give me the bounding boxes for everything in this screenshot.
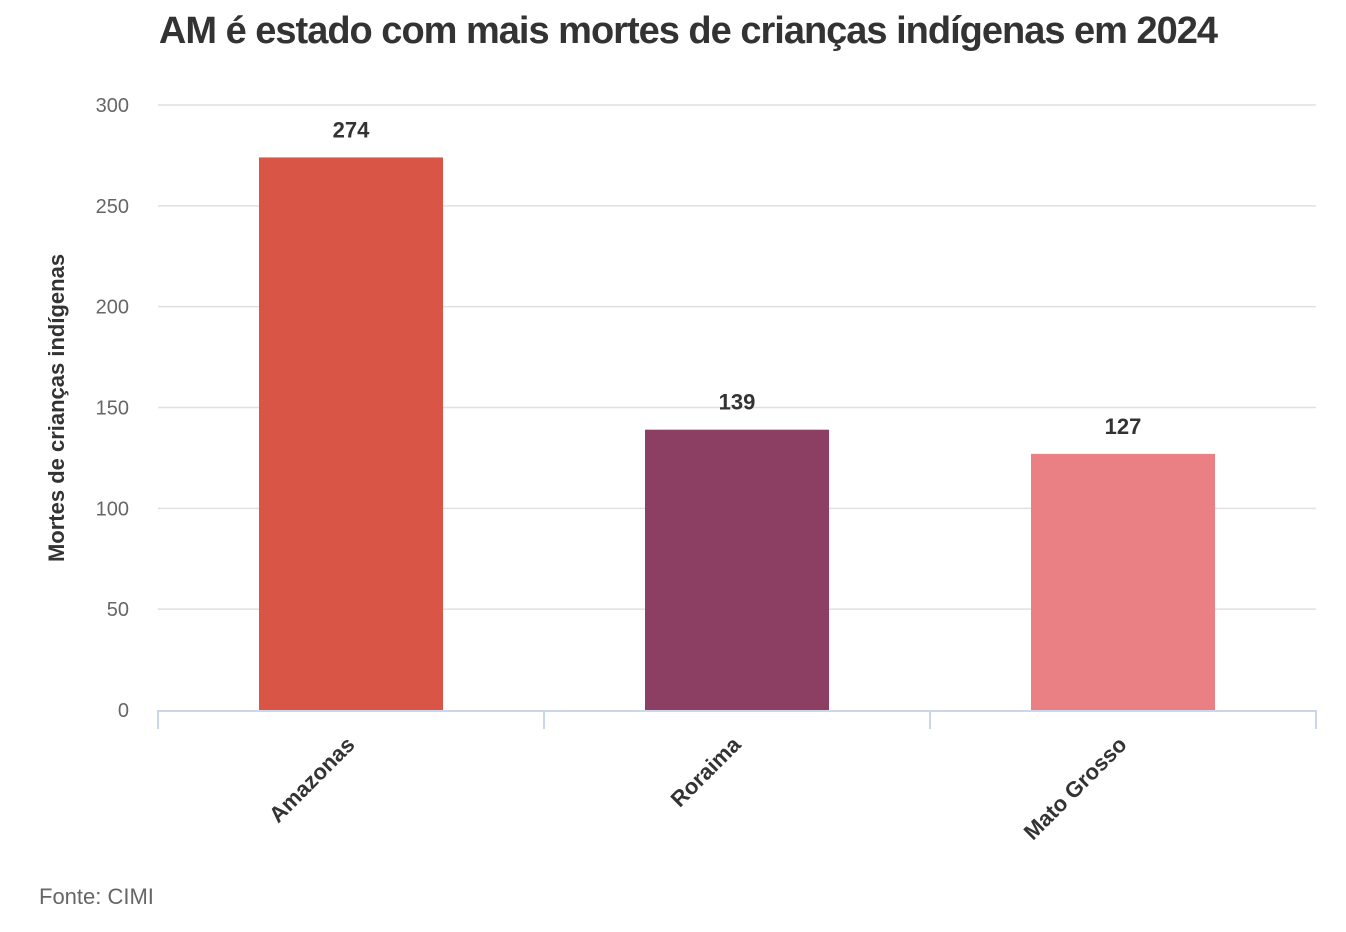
bar-mato-grosso (1031, 453, 1215, 710)
bar-roraima (645, 429, 829, 710)
bar-amazonas (259, 157, 443, 710)
data-label: 127 (1105, 414, 1142, 439)
y-axis-title: Mortes de crianças indígenas (44, 254, 69, 562)
x-tick-label: Amazonas (264, 732, 359, 827)
data-label: 274 (333, 117, 370, 142)
y-axis-tick-labels: 0 50 100 150 200 250 300 (96, 95, 129, 722)
y-tick-label: 300 (96, 95, 129, 117)
x-axis-tick-labels: Amazonas Roraima Mato Grosso (264, 731, 1131, 844)
y-tick-label: 0 (118, 700, 129, 722)
data-labels: 274 139 127 (333, 117, 1142, 438)
x-tick-label: Roraima (666, 731, 746, 811)
y-tick-label: 50 (107, 599, 129, 621)
y-tick-label: 150 (96, 398, 129, 420)
source-note: Fonte: CIMI (39, 884, 154, 909)
data-label: 139 (719, 390, 756, 415)
y-tick-label: 200 (96, 297, 129, 319)
y-tick-label: 100 (96, 498, 129, 520)
bar-chart: 0 50 100 150 200 250 300 274 139 127 Amazonas Ror… (44, 95, 1317, 845)
x-axis (157, 710, 1317, 729)
bars (259, 157, 1215, 710)
y-tick-label: 250 (96, 196, 129, 218)
chart-title: AM é estado com mais mortes de crianças … (158, 10, 1218, 52)
x-tick-label: Mato Grosso (1019, 732, 1132, 845)
